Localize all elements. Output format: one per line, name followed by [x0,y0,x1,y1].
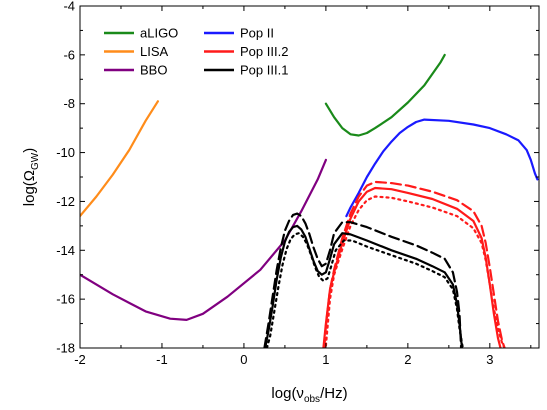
x-tick-label: 3 [486,352,493,367]
series-line-pop-iii-2-dashed [323,180,506,348]
series-layer [80,53,539,348]
y-axis-label: log(ΩGW) [21,148,41,206]
x-tick-label: -2 [74,352,86,367]
series-line-pop-iii-1-dashed [263,212,463,348]
series-line-lisa [80,100,159,218]
series-line-pop-iii-1-dotted [265,232,464,348]
x-tick-label: -1 [156,352,168,367]
legend-label-pop-iii-1: Pop III.1 [240,63,288,78]
y-tick-label: -8 [63,96,75,111]
y-tick-label: -10 [56,145,75,160]
y-tick-label: -16 [56,292,75,307]
x-axis-label: log(νobs/Hz) [271,385,347,405]
y-tick-label: -6 [63,47,75,62]
legend-label-pop-ii: Pop II [240,26,274,41]
y-tick-label: -4 [63,0,75,14]
x-tick-label: 1 [322,352,329,367]
legend-label-aligo: aLIGO [140,26,178,41]
legend-label-bbo: BBO [140,63,167,78]
x-axis: -2 -1 0 1 2 3 [74,6,532,367]
series-line-pop-iii-2-dotted [324,195,506,348]
series-line-pop-ii [345,118,539,218]
y-tick-label: -14 [56,243,75,258]
x-tick-label: 0 [240,352,247,367]
y-axis: -18 -16 -14 -12 -10 -8 -6 -4 [56,0,539,356]
legend: aLIGO LISA BBO Pop II Pop III.2 Pop III.1 [104,26,288,78]
y-tick-label: -12 [56,194,75,209]
x-tick-label: 2 [404,352,411,367]
legend-label-lisa: LISA [140,44,169,59]
legend-label-pop-iii-2: Pop III.2 [240,44,288,59]
series-line-pop-iii-1-solid [264,224,464,348]
series-line-aligo [324,53,446,137]
series-line-bbo [80,158,327,321]
y-tick-label: -18 [56,341,75,356]
